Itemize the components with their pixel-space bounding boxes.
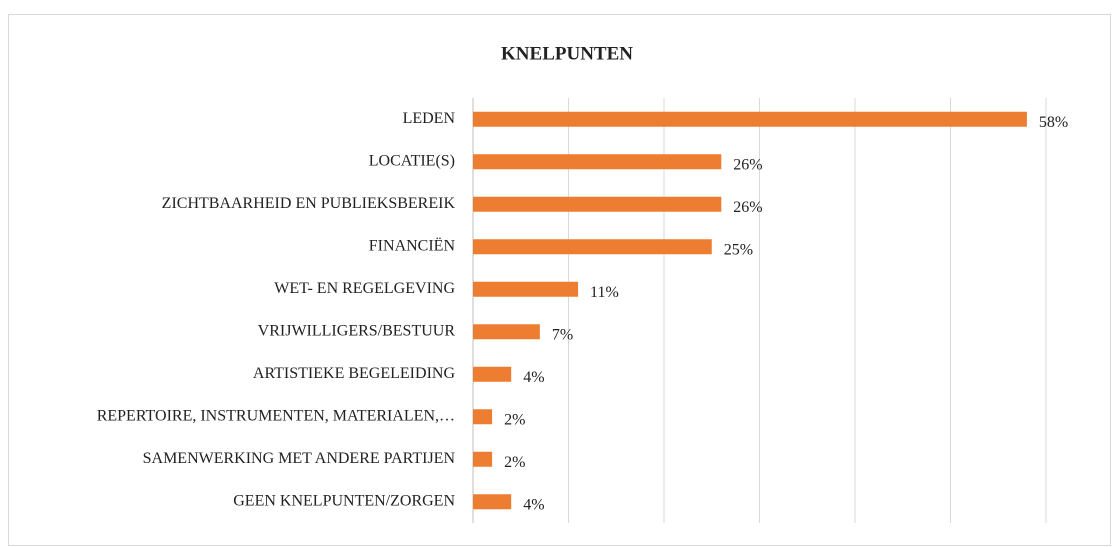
bar xyxy=(473,324,540,340)
data-label: 4% xyxy=(523,496,544,513)
bar xyxy=(473,409,493,425)
bar xyxy=(473,281,579,297)
bar xyxy=(473,111,1027,127)
bar xyxy=(473,451,493,467)
data-label: 26% xyxy=(733,199,762,216)
y-tick-label: LOCATIE(S) xyxy=(369,152,455,169)
bar xyxy=(473,196,722,212)
y-tick-label: SAMENWERKING MET ANDERE PARTIJEN xyxy=(143,450,456,467)
bar xyxy=(473,154,722,170)
y-tick-label: ARTISTIEKE BEGELEIDING xyxy=(253,365,456,382)
data-label: 58% xyxy=(1039,114,1068,131)
bar xyxy=(473,239,712,255)
y-tick-label: ZICHTBAARHEID EN PUBLIEKSBEREIK xyxy=(162,195,456,212)
data-label: 7% xyxy=(552,326,573,343)
chart-title: KNELPUNTEN xyxy=(501,43,633,64)
y-tick-label: VRIJWILLIGERS/BESTUUR xyxy=(258,322,456,339)
data-label: 2% xyxy=(504,411,525,428)
data-label: 11% xyxy=(590,284,619,301)
bar xyxy=(473,366,512,382)
chart-border xyxy=(8,14,1111,546)
y-tick-label: LEDEN xyxy=(403,110,456,127)
data-label: 25% xyxy=(724,241,753,258)
y-tick-label: GEEN KNELPUNTEN/ZORGEN xyxy=(233,492,455,509)
y-tick-label: FINANCIËN xyxy=(369,236,456,254)
bar xyxy=(473,494,512,510)
data-label: 2% xyxy=(504,454,525,471)
data-label: 26% xyxy=(733,156,762,173)
y-tick-label: REPERTOIRE, INSTRUMENTEN, MATERIALEN,… xyxy=(97,407,455,424)
data-label: 4% xyxy=(523,369,544,386)
y-tick-label: WET- EN REGELGEVING xyxy=(274,280,455,297)
